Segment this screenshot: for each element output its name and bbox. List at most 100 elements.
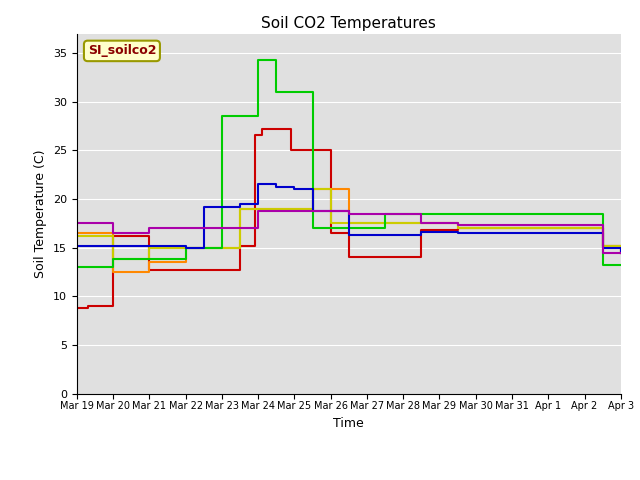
SoilT_4 [599, 262, 607, 268]
SoilT_2 [454, 225, 461, 231]
SoilT_3 [73, 233, 81, 239]
Line: SoilT_5: SoilT_5 [77, 184, 621, 252]
SoilT_2 [580, 225, 588, 231]
SoilT_3 [200, 245, 207, 251]
SoilT_3 [273, 206, 280, 212]
SoilT_6 [145, 225, 153, 231]
SoilT_6 [599, 250, 607, 255]
SoilT_2 [73, 230, 81, 236]
SoilT_3 [291, 206, 298, 212]
SoilT_1 [258, 126, 266, 132]
SoilT_6 [381, 211, 389, 216]
SoilT_1 [345, 254, 353, 260]
SoilT_2 [599, 243, 607, 249]
SoilT_3 [218, 245, 226, 251]
SoilT_5 [73, 243, 81, 249]
SoilT_6 [73, 220, 81, 226]
SoilT_1 [454, 225, 461, 231]
X-axis label: Time: Time [333, 417, 364, 430]
SoilT_1 [145, 267, 153, 273]
SoilT_1 [73, 305, 81, 311]
SoilT_6 [617, 250, 625, 255]
SoilT_1 [472, 225, 479, 231]
SoilT_4 [273, 89, 280, 95]
SoilT_4 [617, 262, 625, 268]
SoilT_1 [580, 225, 588, 231]
SoilT_1 [381, 254, 389, 260]
SoilT_4 [308, 225, 316, 231]
Line: SoilT_1: SoilT_1 [77, 129, 621, 308]
SoilT_2 [145, 259, 153, 265]
SoilT_5 [472, 230, 479, 236]
SoilT_2 [254, 206, 262, 212]
SoilT_1 [84, 303, 92, 309]
SoilT_6 [182, 225, 189, 231]
SoilT_5 [236, 201, 244, 207]
SoilT_3 [327, 220, 335, 226]
SoilT_1 [508, 225, 516, 231]
SoilT_3 [254, 206, 262, 212]
SoilT_3 [236, 206, 244, 212]
SoilT_3 [308, 186, 316, 192]
SoilT_1 [327, 230, 335, 236]
SoilT_3 [182, 245, 189, 251]
SoilT_4 [580, 211, 588, 216]
SoilT_4 [381, 211, 389, 216]
SoilT_6 [91, 220, 99, 226]
SoilT_6 [236, 225, 244, 231]
SoilT_3 [617, 250, 625, 255]
SoilT_2 [472, 225, 479, 231]
SoilT_5 [580, 230, 588, 236]
SoilT_3 [91, 233, 99, 239]
SoilT_5 [91, 243, 99, 249]
SoilT_5 [617, 250, 625, 255]
SoilT_6 [345, 211, 353, 216]
Legend: SoilT_1, SoilT_2, SoilT_3, SoilT_4, SoilT_5, SoilT_6: SoilT_1, SoilT_2, SoilT_3, SoilT_4, Soil… [140, 479, 557, 480]
SoilT_5 [218, 204, 226, 210]
SoilT_6 [417, 220, 425, 226]
SoilT_4 [454, 211, 461, 216]
SoilT_5 [109, 243, 117, 249]
SoilT_2 [291, 206, 298, 212]
SoilT_2 [109, 269, 117, 275]
SoilT_1 [236, 243, 244, 249]
SoilT_2 [381, 220, 389, 226]
SoilT_1 [599, 243, 607, 249]
SoilT_4 [236, 113, 244, 119]
SoilT_4 [218, 113, 226, 119]
SoilT_3 [508, 225, 516, 231]
SoilT_1 [545, 225, 552, 231]
SoilT_6 [545, 222, 552, 228]
Line: SoilT_6: SoilT_6 [77, 211, 621, 252]
SoilT_4 [291, 89, 298, 95]
SoilT_4 [472, 211, 479, 216]
SoilT_3 [381, 220, 389, 226]
SoilT_5 [273, 184, 280, 190]
SoilT_4 [91, 264, 99, 270]
SoilT_5 [182, 245, 189, 251]
SoilT_5 [145, 243, 153, 249]
SoilT_5 [508, 230, 516, 236]
SoilT_4 [417, 211, 425, 216]
SoilT_4 [73, 264, 81, 270]
Title: Soil CO2 Temperatures: Soil CO2 Temperatures [261, 16, 436, 31]
SoilT_4 [327, 225, 335, 231]
SoilT_6 [109, 230, 117, 236]
SoilT_5 [327, 208, 335, 214]
Text: SI_soilco2: SI_soilco2 [88, 44, 156, 58]
SoilT_1 [308, 147, 316, 153]
SoilT_3 [417, 220, 425, 226]
SoilT_4 [200, 245, 207, 251]
SoilT_5 [254, 181, 262, 187]
SoilT_4 [508, 211, 516, 216]
SoilT_2 [327, 186, 335, 192]
SoilT_5 [381, 232, 389, 238]
SoilT_6 [254, 208, 262, 214]
SoilT_5 [599, 245, 607, 251]
SoilT_6 [580, 222, 588, 228]
SoilT_1 [214, 267, 222, 273]
SoilT_3 [145, 245, 153, 251]
SoilT_6 [200, 225, 207, 231]
SoilT_1 [287, 147, 294, 153]
SoilT_6 [472, 222, 479, 228]
